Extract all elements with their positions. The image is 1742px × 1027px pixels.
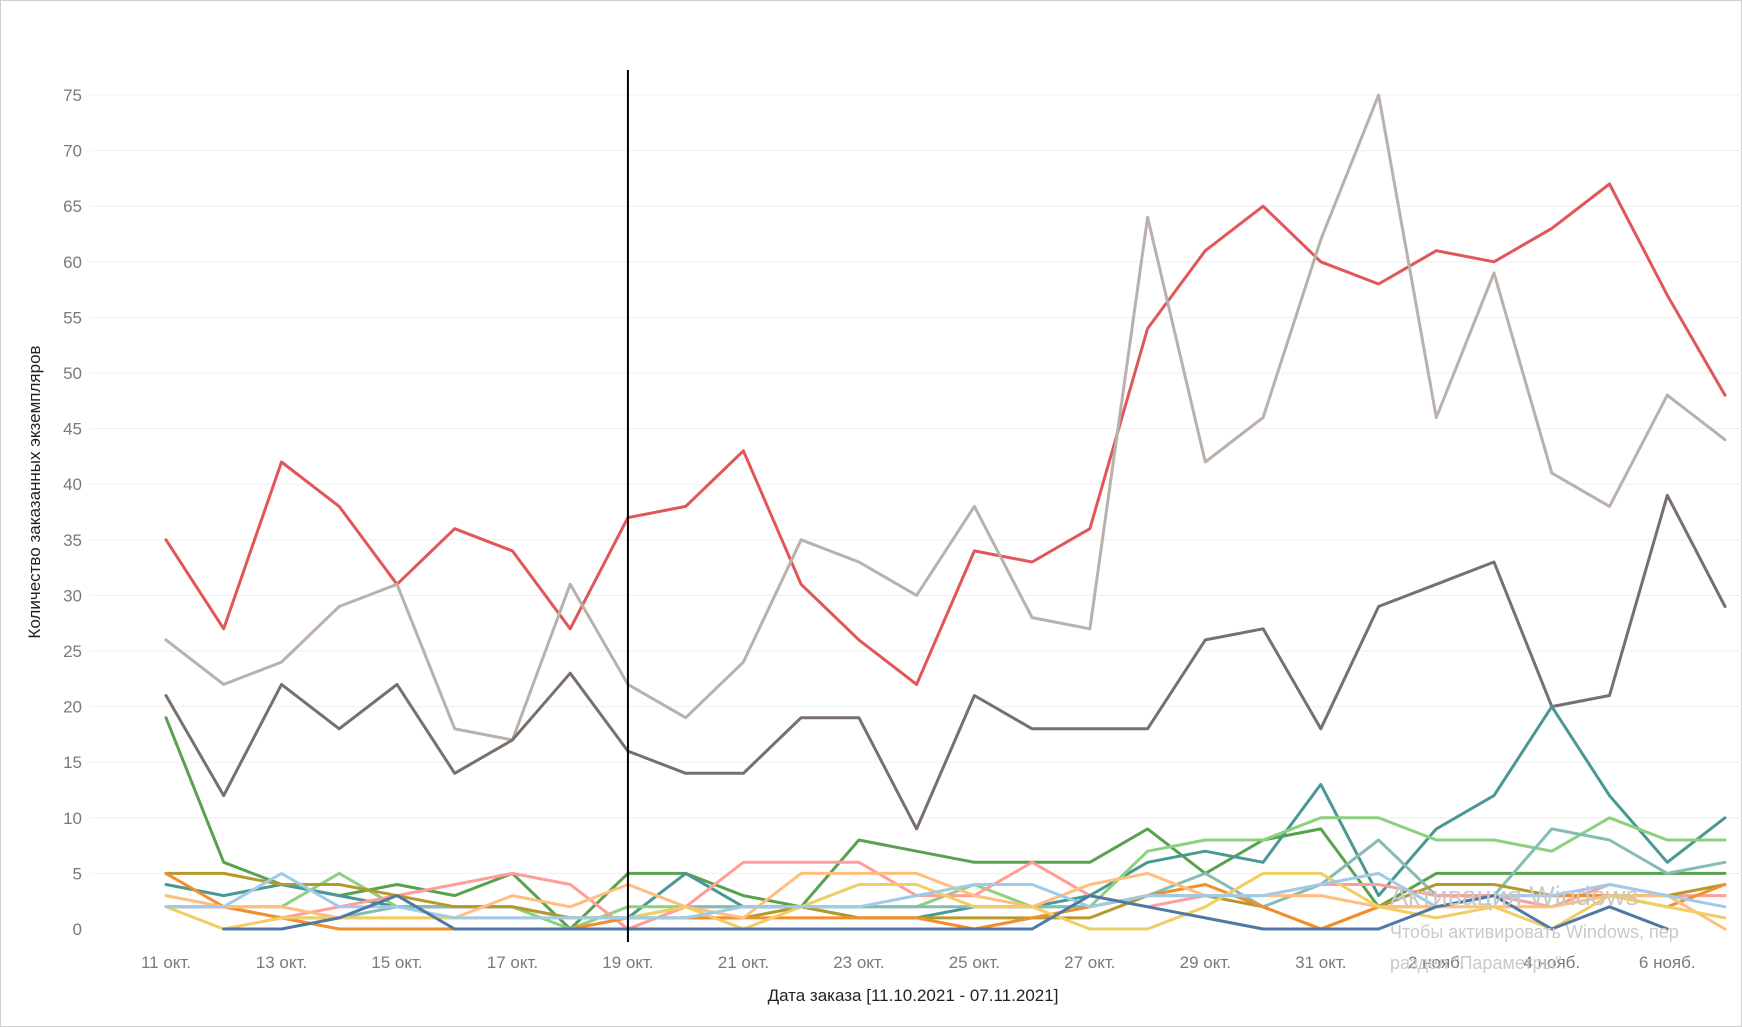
x-tick-label: 23 окт.	[833, 953, 884, 972]
y-axis-tick-labels: 0 5 10 15 20 25 30 35 40 45 50 55 60 65 70 75	[63, 86, 82, 939]
y-tick-label: 35	[63, 531, 82, 550]
watermark-line-1: Активация Windows	[1390, 881, 1639, 911]
y-tick-label: 15	[63, 753, 82, 772]
y-axis-title: Количество заказанных экземпляров	[25, 345, 44, 638]
y-tick-label: 5	[73, 864, 82, 883]
x-tick-label: 25 окт.	[949, 953, 1000, 972]
watermark-line-3: раздел "Параметры".	[1390, 953, 1567, 973]
x-tick-label: 2 нояб.	[1408, 953, 1465, 972]
y-tick-label: 55	[63, 308, 82, 327]
series-lines	[164, 93, 1727, 931]
x-tick-label: 6 нояб.	[1639, 953, 1696, 972]
x-tick-label: 29 окт.	[1180, 953, 1231, 972]
y-tick-label: 30	[63, 586, 82, 605]
y-tick-label: 20	[63, 698, 82, 717]
y-tick-label: 25	[63, 642, 82, 661]
y-tick-label: 50	[63, 364, 82, 383]
x-tick-label: 15 окт.	[371, 953, 422, 972]
y-tick-label: 10	[63, 809, 82, 828]
x-tick-label: 19 окт.	[602, 953, 653, 972]
x-tick-label: 11 окт.	[141, 953, 191, 972]
x-tick-label: 31 окт.	[1295, 953, 1346, 972]
y-tick-label: 65	[63, 197, 82, 216]
x-tick-label: 27 окт.	[1064, 953, 1115, 972]
grid-lines	[90, 94, 1742, 874]
y-tick-label: 40	[63, 475, 82, 494]
series-line-3	[164, 493, 1727, 831]
windows-activation-watermark: Активация Windows Чтобы активировать Win…	[1390, 881, 1679, 973]
y-tick-label: 45	[63, 420, 82, 439]
y-tick-label: 0	[73, 920, 82, 939]
y-tick-label: 60	[63, 253, 82, 272]
x-axis-tick-labels: 11 окт. 13 окт. 15 окт. 17 окт. 19 окт. 21 ок…	[141, 953, 1696, 972]
x-tick-label: 21 окт.	[718, 953, 769, 972]
series-line-2	[164, 93, 1727, 742]
watermark-line-2: Чтобы активировать Windows, пер	[1390, 922, 1679, 942]
x-tick-label: 13 окт.	[256, 953, 307, 972]
series-line-14	[222, 894, 1669, 931]
series-line-1	[164, 182, 1727, 686]
x-tick-label: 4 нояб.	[1523, 953, 1580, 972]
series-line-12	[164, 871, 1727, 931]
x-axis-title: Дата заказа [11.10.2021 - 07.11.2021]	[768, 986, 1059, 1005]
y-tick-label: 75	[63, 86, 82, 105]
series-line-9	[164, 871, 1727, 931]
y-tick-label: 70	[63, 142, 82, 161]
x-tick-label: 17 окт.	[487, 953, 538, 972]
